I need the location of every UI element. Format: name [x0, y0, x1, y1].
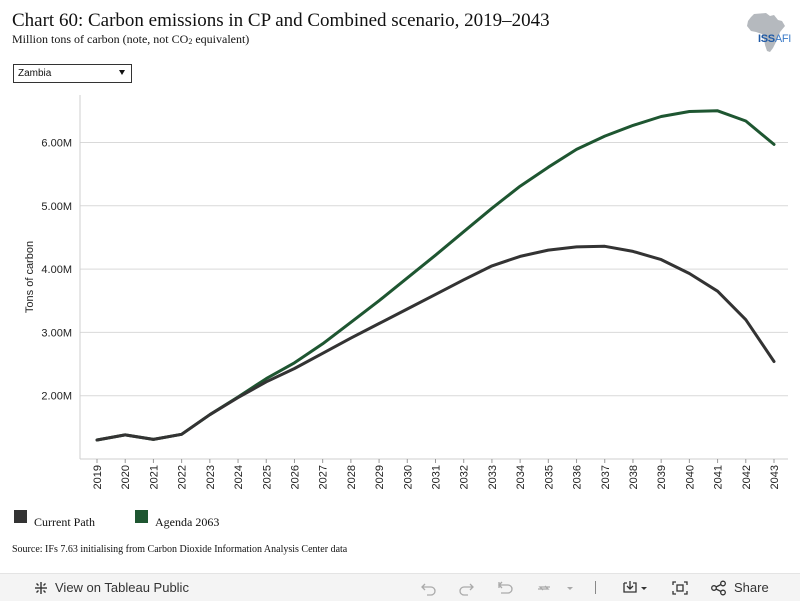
toolbar-divider [595, 581, 596, 594]
revert-icon [498, 581, 513, 594]
fullscreen-icon [672, 580, 688, 595]
x-tick-label: 2022 [177, 465, 189, 489]
x-tick-label: 2029 [374, 465, 386, 489]
tableau-logo-icon [35, 581, 47, 594]
country-dropdown-value: Zambia [18, 68, 52, 79]
view-on-tableau-label: View on Tableau Public [55, 580, 189, 595]
x-tick-label: 2040 [684, 465, 696, 489]
x-tick-label: 2041 [713, 465, 725, 489]
tableau-toolbar: View on Tableau Public [0, 573, 800, 601]
y-tick-label: 5.00M [41, 201, 72, 213]
chart-subtitle: Million tons of carbon (note, not CO2 eq… [12, 32, 249, 47]
revert-button[interactable] [497, 574, 515, 601]
redo-icon [459, 583, 474, 596]
subtitle-main: Million tons of carbon (note, not CO [12, 32, 189, 46]
fullscreen-button[interactable] [671, 574, 689, 601]
x-tick-label: 2039 [656, 465, 668, 489]
chart-title: Chart 60: Carbon emissions in CP and Com… [12, 10, 550, 31]
y-tick-label: 4.00M [41, 264, 72, 276]
legend-swatch-agenda-2063 [135, 510, 148, 523]
dropdown-arrow-icon [119, 70, 125, 75]
x-tick-label: 2023 [205, 465, 217, 489]
share-icon [711, 580, 726, 595]
line-chart: 2.00M 3.00M 4.00M 5.00M 6.00M Tons of carbon 2… [24, 95, 788, 489]
y-tick-label: 6.00M [41, 137, 72, 149]
view-on-tableau-button[interactable]: View on Tableau Public [33, 574, 189, 601]
x-tick-label: 2034 [515, 465, 527, 489]
subtitle-end: equivalent) [192, 32, 250, 46]
y-axis-title: Tons of carbon [24, 241, 36, 313]
x-tick-label: 2042 [741, 465, 753, 489]
legend-swatch-current-path [14, 510, 27, 523]
download-icon [623, 580, 647, 593]
country-dropdown[interactable]: Zambia [13, 64, 132, 83]
x-tick-label: 2032 [459, 465, 471, 489]
x-tick-label: 2025 [261, 465, 273, 489]
legend-label-current-path: Current Path [34, 515, 95, 529]
x-tick-label: 2024 [233, 465, 245, 489]
refresh-button[interactable] [535, 574, 553, 601]
y-tick-label: 3.00M [41, 327, 72, 339]
x-tick-label: 2020 [120, 465, 132, 489]
x-tick-label: 2027 [318, 465, 330, 489]
x-tick-label: 2030 [402, 465, 414, 489]
share-button[interactable]: Share [710, 574, 769, 601]
x-tick-label: 2036 [572, 465, 584, 489]
redo-button[interactable] [458, 574, 476, 601]
series-line-current-path [95, 244, 776, 442]
logo-text-sub: AFI [774, 33, 792, 45]
chevron-down-icon [567, 586, 573, 590]
share-label: Share [734, 580, 769, 595]
x-tick-label: 2043 [769, 465, 781, 489]
x-tick-label: 2028 [346, 465, 358, 489]
x-tick-label: 2019 [92, 465, 104, 489]
x-tick-label: 2026 [289, 465, 301, 489]
x-tick-label: 2035 [543, 465, 555, 489]
logo-text: ISSAFI [758, 33, 791, 45]
refresh-icon [538, 585, 550, 590]
africa-map-logo-icon [747, 13, 785, 52]
logo-text-main: ISS [758, 33, 775, 45]
series-line-agenda-2063 [95, 109, 776, 442]
undo-button[interactable] [419, 574, 437, 601]
undo-icon [421, 583, 436, 596]
legend-label-agenda-2063: Agenda 2063 [155, 515, 220, 529]
subtitle-subscript: 2 [188, 37, 193, 46]
y-tick-label: 2.00M [41, 391, 72, 403]
x-tick-label: 2021 [148, 465, 160, 489]
x-tick-label: 2038 [628, 465, 640, 489]
x-tick-label: 2037 [600, 465, 612, 489]
x-tick-label: 2033 [487, 465, 499, 489]
x-tick-label: 2031 [431, 465, 443, 489]
download-button[interactable] [622, 574, 652, 601]
source-note: Source: IFs 7.63 initialising from Carbo… [12, 544, 348, 555]
refresh-menu-button[interactable] [565, 574, 575, 601]
